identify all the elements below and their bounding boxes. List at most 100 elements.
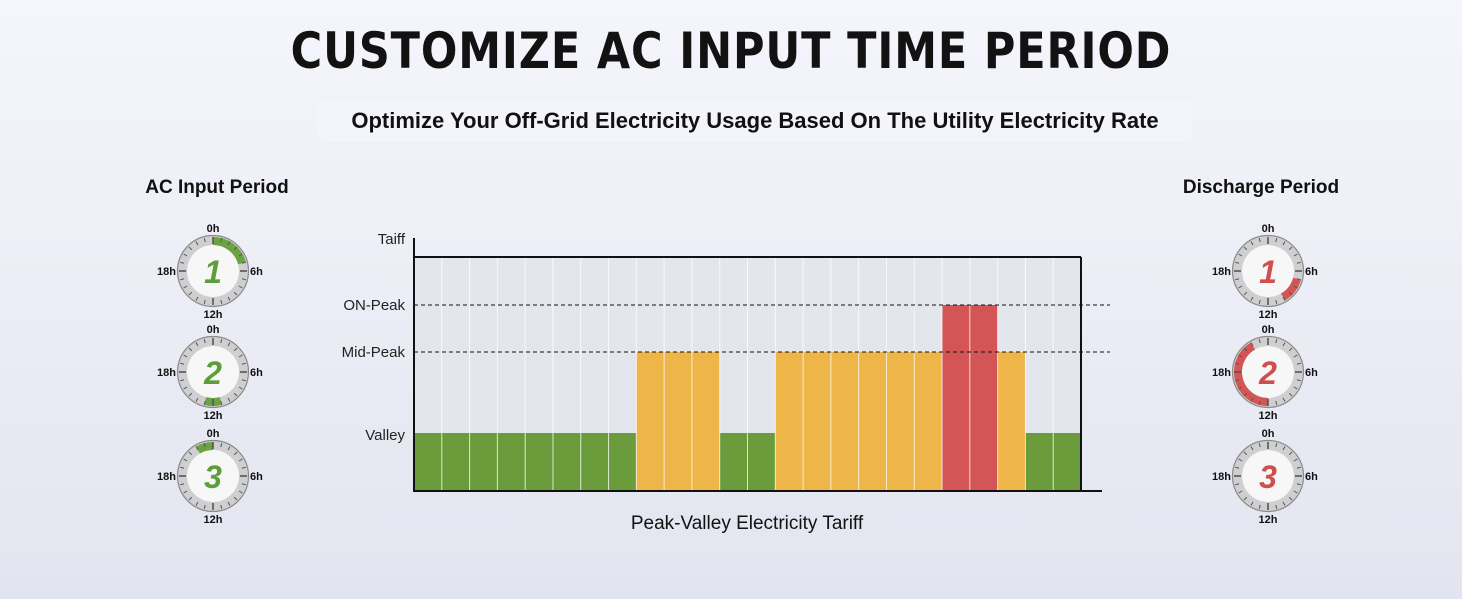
clock-hour-label: 6h (1305, 266, 1318, 278)
clock-tick (183, 490, 188, 494)
tariff-bar (469, 433, 498, 491)
clock-tick (1282, 501, 1286, 506)
clock-hour-label: 12h (1259, 309, 1278, 321)
ac-input-clock: 0h 6h 12h 18h 2 (157, 324, 263, 422)
clock-tick (1238, 253, 1243, 257)
clock-tick (1250, 501, 1254, 506)
clock-tick (1275, 299, 1278, 304)
clock-tick (1293, 490, 1298, 494)
clock-tick (1238, 354, 1243, 358)
y-axis-label: Taiff (378, 231, 406, 248)
clock-number: 1 (1259, 254, 1277, 290)
clock-tick (1243, 451, 1248, 456)
clock-hour-label: 0h (207, 223, 220, 235)
subtitle: Optimize Your Off-Grid Electricity Usage… (317, 100, 1193, 142)
clock-tick (220, 238, 223, 243)
clock-tick (1288, 451, 1293, 456)
y-tick-label: ON-Peak (343, 297, 405, 314)
tariff-bar (969, 305, 998, 491)
clock-tick (1243, 291, 1248, 296)
clock-tick (1235, 466, 1240, 469)
clock-hour-label: 18h (1212, 367, 1231, 379)
clock-tick (1258, 238, 1261, 243)
clock-tick (1258, 504, 1261, 509)
clock-tick (1258, 400, 1261, 405)
clock-face (187, 245, 239, 297)
clock-hour-label: 12h (204, 309, 223, 321)
discharge-clock: 0h 6h 12h 18h 1 (1212, 223, 1318, 321)
clock-tick (241, 379, 246, 382)
clock-tick (203, 400, 206, 405)
clock-tick (1288, 246, 1293, 251)
clock-tick (183, 285, 188, 289)
clock-number: 2 (1258, 355, 1277, 391)
tariff-bar (497, 433, 526, 491)
clock-tick (220, 339, 223, 344)
clock-hour-label: 6h (250, 471, 263, 483)
clock-tick (238, 386, 243, 390)
clock-tick (180, 379, 185, 382)
clock-tick (220, 400, 223, 405)
clock-tick (220, 299, 223, 304)
clock-tick (1282, 241, 1286, 246)
clock-tick (238, 490, 243, 494)
tariff-bar (441, 433, 470, 491)
clock-tick (238, 458, 243, 462)
clock-tick (195, 446, 199, 451)
tariff-bar (580, 433, 609, 491)
clock-hour-label: 6h (1305, 367, 1318, 379)
clock-tick (241, 261, 246, 264)
clock-tick (227, 342, 231, 347)
clock-tick (1250, 342, 1254, 347)
tariff-bar (608, 433, 637, 491)
clock-number: 2 (203, 355, 222, 391)
clock-tick (1275, 443, 1278, 448)
clock-hour-label: 0h (207, 324, 220, 336)
clock-hour-label: 6h (250, 266, 263, 278)
clock-tick (1238, 285, 1243, 289)
tariff-bar (803, 352, 831, 491)
tariff-bar (747, 433, 776, 491)
clock-tick (220, 504, 223, 509)
clock-tick (227, 241, 231, 246)
clock-tick (1293, 386, 1298, 390)
clock-tick (1235, 261, 1240, 264)
clock-tick (238, 285, 243, 289)
clock-tick (188, 451, 193, 456)
clock-tick (1243, 246, 1248, 251)
clock-tick (1288, 291, 1293, 296)
clock-hour-label: 0h (1262, 324, 1275, 336)
clock-tick (233, 347, 238, 352)
clock-tick (1235, 379, 1240, 382)
clock-tick (1282, 342, 1286, 347)
clock-tick (203, 238, 206, 243)
tariff-bar (914, 352, 943, 491)
tariff-bar (886, 352, 915, 491)
clock-hour-label: 18h (157, 266, 176, 278)
clock-tick (1275, 339, 1278, 344)
clock-tick (1243, 347, 1248, 352)
clock-tick (1250, 296, 1254, 301)
clock-face (187, 450, 239, 502)
tariff-bar (636, 352, 665, 491)
clock-tick (241, 362, 246, 365)
clock-tick (227, 296, 231, 301)
clock-tick (1288, 496, 1293, 501)
clock-tick (1296, 379, 1301, 382)
tariff-bar (414, 433, 442, 491)
clock-hour-label: 18h (157, 471, 176, 483)
clock-tick (1243, 392, 1248, 397)
clock-tick (195, 241, 199, 246)
clock-hour-label: 0h (1262, 223, 1275, 235)
tariff-bar (691, 352, 720, 491)
clock-tick (188, 392, 193, 397)
clock-tick (1238, 490, 1243, 494)
clock-tick (180, 261, 185, 264)
clock-tick (1250, 397, 1254, 402)
clock-tick (241, 483, 246, 486)
clock-hour-label: 0h (1262, 428, 1275, 440)
y-tick-label: Valley (365, 427, 405, 444)
active-period-arc (1280, 277, 1301, 301)
tariff-bar (1025, 433, 1054, 491)
clock-hour-label: 12h (1259, 410, 1278, 422)
